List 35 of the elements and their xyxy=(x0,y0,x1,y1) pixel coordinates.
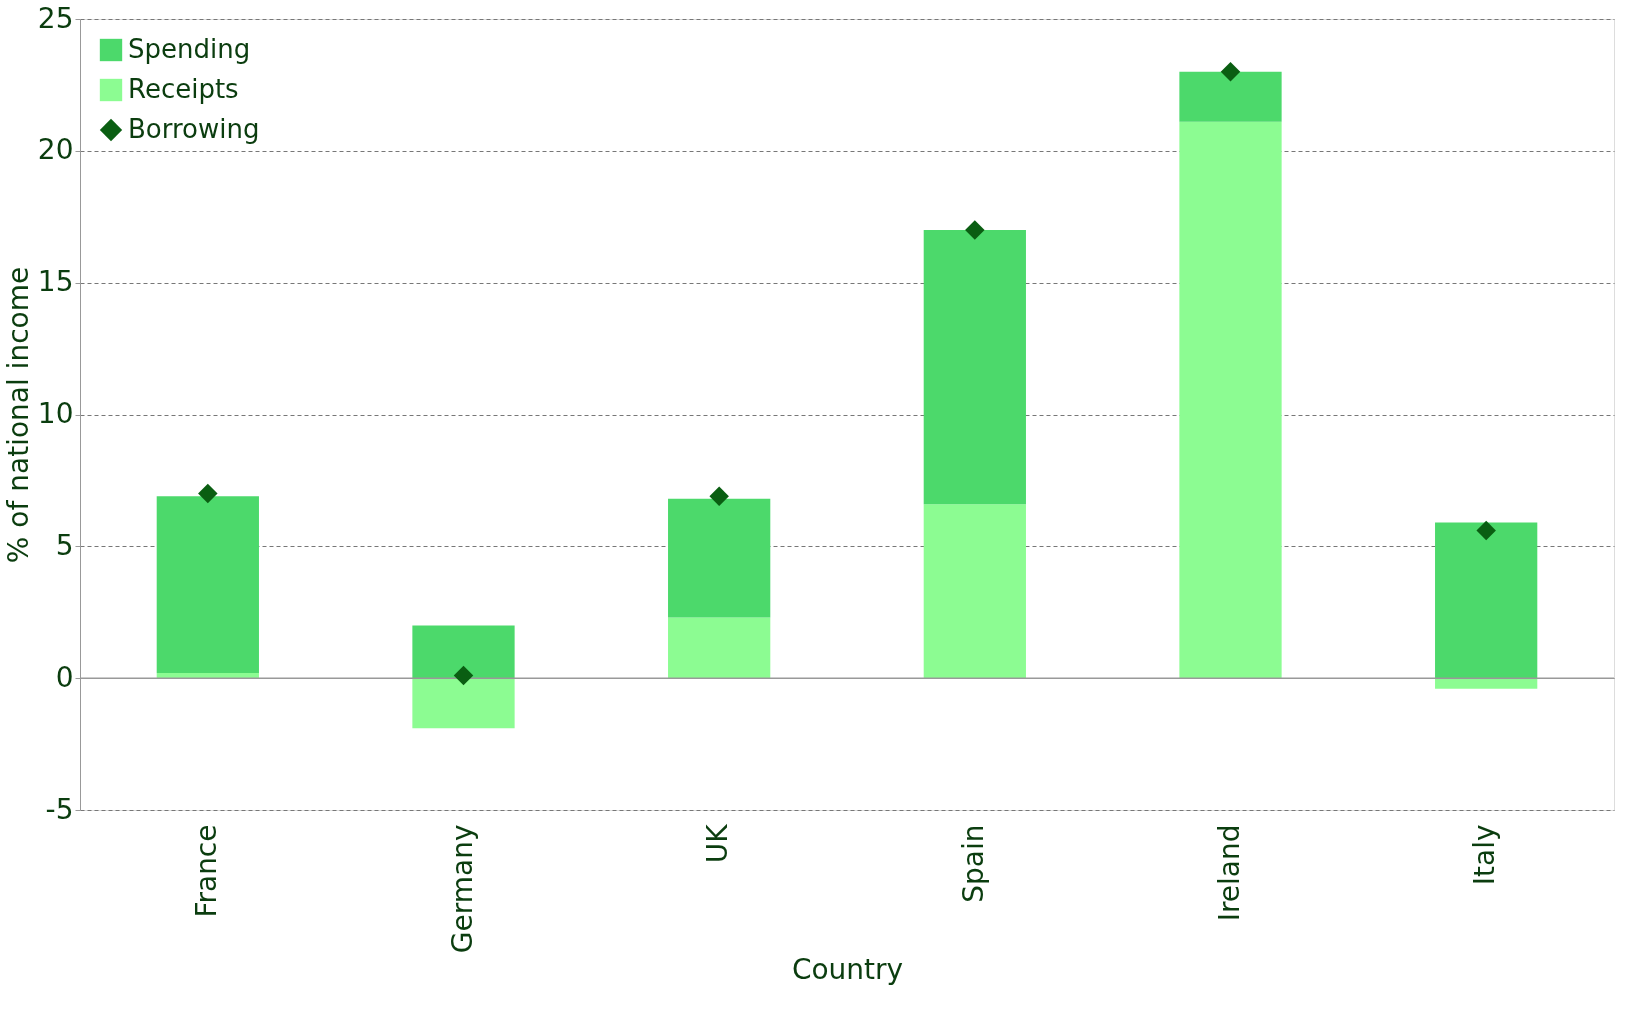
x-tick-label: France xyxy=(189,824,223,918)
point xyxy=(198,483,218,504)
bar xyxy=(412,678,515,729)
legend-label: Borrowing xyxy=(128,114,260,144)
x-tick-label: Germany xyxy=(445,824,479,954)
x-axis-title: Country xyxy=(791,953,904,987)
y-tick-label: -5 xyxy=(45,792,74,826)
x-tick-label: Spain xyxy=(956,824,990,903)
bar xyxy=(412,625,515,679)
bar xyxy=(156,496,259,673)
x-tick-label: Italy xyxy=(1468,824,1502,886)
bar xyxy=(668,617,771,679)
x-tick-label: UK xyxy=(701,823,735,864)
point xyxy=(453,665,474,686)
point xyxy=(1220,61,1241,82)
y-tick-label: 20 xyxy=(37,133,74,167)
legend-label: Spending xyxy=(128,34,251,64)
y-axis-title: % of national income xyxy=(1,266,35,564)
bar xyxy=(668,498,771,618)
y-tick-label: 5 xyxy=(55,528,74,562)
bar xyxy=(1179,121,1282,679)
point xyxy=(965,220,985,240)
bar xyxy=(1179,71,1282,122)
point xyxy=(709,486,729,506)
bar xyxy=(1435,678,1538,689)
point xyxy=(1476,520,1496,541)
y-tick-label: 0 xyxy=(55,660,74,694)
x-tick-label: Ireland xyxy=(1212,824,1246,922)
y-tick-label: 10 xyxy=(37,397,74,430)
y-tick-label: 25 xyxy=(37,1,74,35)
y-tick-label: 15 xyxy=(37,265,74,299)
bar xyxy=(1435,522,1538,679)
bar xyxy=(923,504,1026,679)
legend-label: Receipts xyxy=(128,74,239,104)
bar xyxy=(923,229,1026,505)
